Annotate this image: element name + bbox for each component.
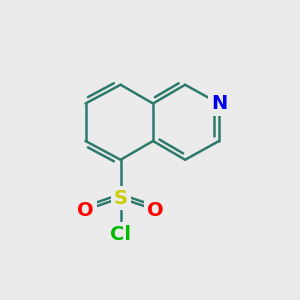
Text: S: S — [114, 188, 128, 208]
Text: Cl: Cl — [110, 224, 131, 244]
Text: N: N — [211, 94, 227, 113]
Text: O: O — [77, 200, 94, 220]
Text: O: O — [147, 200, 164, 220]
